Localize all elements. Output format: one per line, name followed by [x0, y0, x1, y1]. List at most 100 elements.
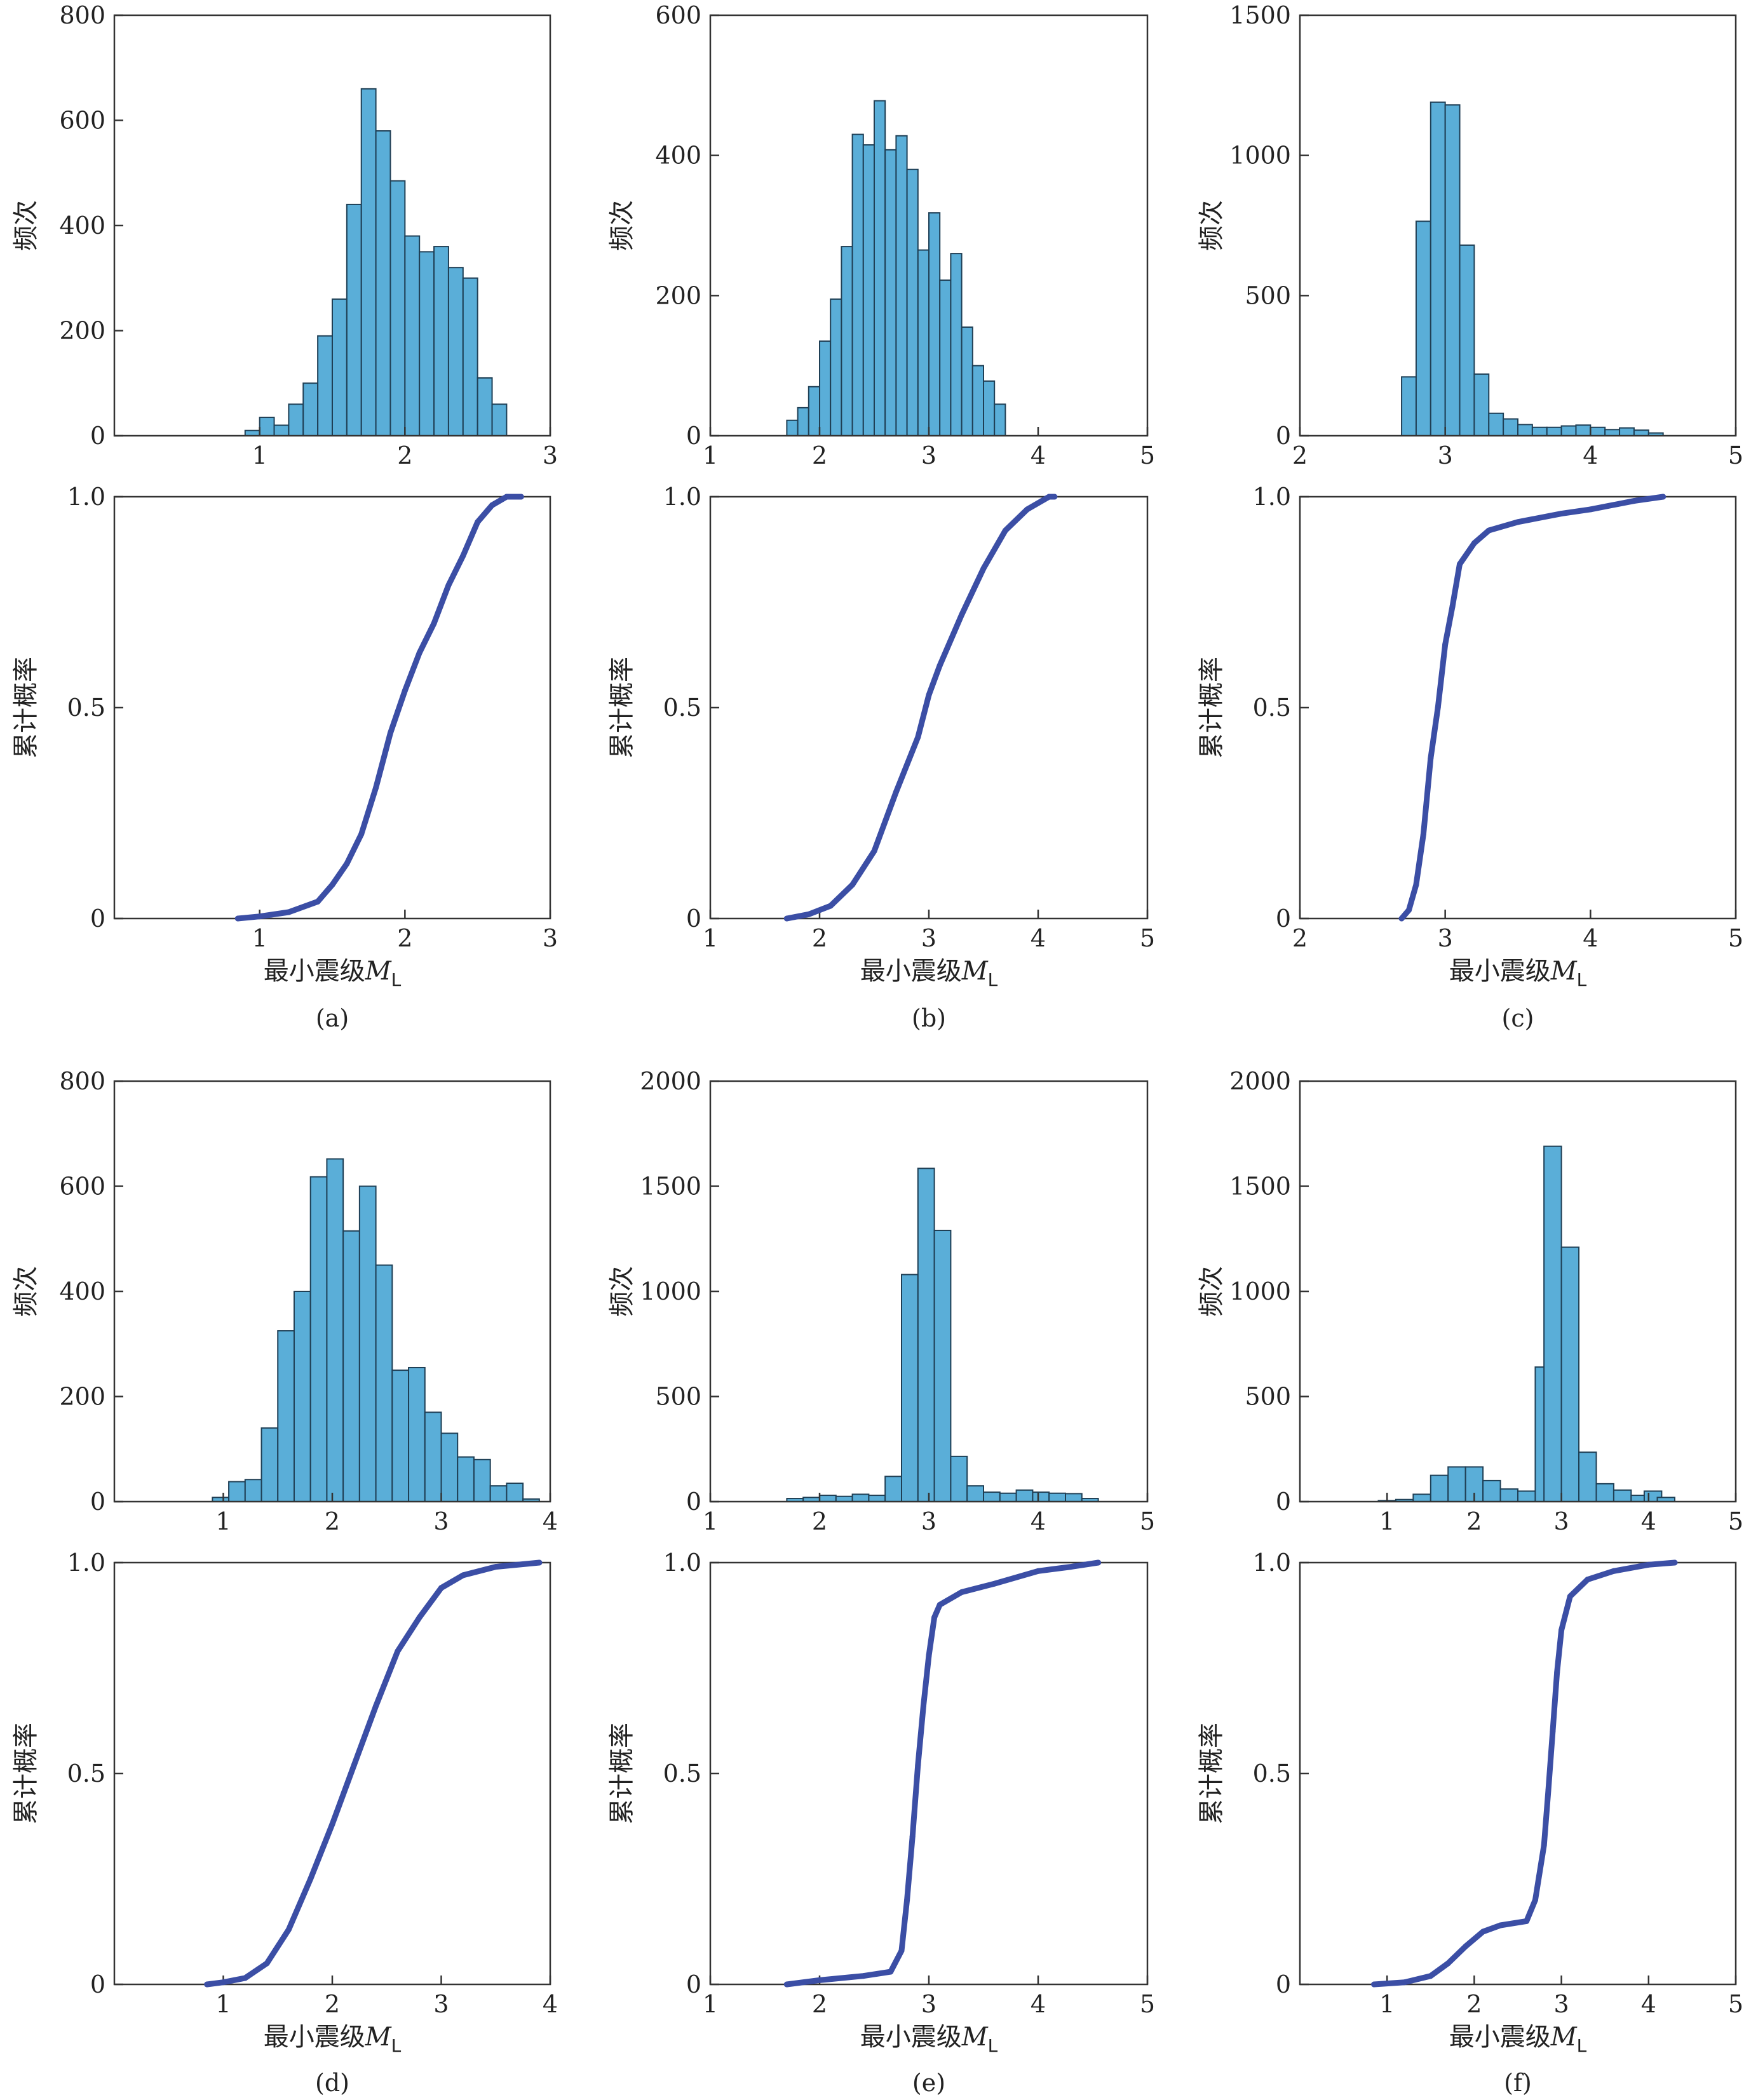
histogram-bar	[933, 1230, 952, 1502]
cdf-line	[783, 1559, 1102, 1988]
histogram-bar	[1048, 1492, 1066, 1503]
y-tick-label: 0	[90, 1488, 105, 1516]
histogram-bar	[457, 1456, 475, 1503]
histogram-bar	[983, 380, 996, 436]
cdf-point	[358, 831, 365, 837]
histogram-y-axis-label: 频次	[607, 1266, 637, 1317]
histogram-bar	[961, 326, 973, 436]
histogram-bar	[901, 1274, 919, 1503]
histogram-bar	[994, 403, 1006, 436]
cdf-point	[904, 1897, 910, 1903]
y-tick-label: 0	[686, 905, 701, 932]
cdf-point	[1558, 1627, 1565, 1633]
histogram-bar	[277, 1330, 295, 1502]
cdf-point	[1587, 506, 1593, 513]
cdf-point	[893, 789, 899, 795]
cdf-point	[329, 882, 335, 888]
histogram-bar	[1401, 376, 1417, 437]
cdf-frame	[709, 1561, 1149, 1986]
x-tick-label: 2	[812, 924, 827, 952]
histogram-bar	[1517, 424, 1533, 437]
x-axis-title-text: 最小震级	[860, 957, 962, 986]
histogram-bar	[1482, 1479, 1501, 1502]
histogram-bar	[440, 1432, 459, 1503]
x-tick-label: 2	[397, 924, 412, 952]
panel-f: 0 500 1000 1500 2000 1 2 3 4 5 频次 0 0.5 1.0 1 2 3 4 5 累计概率最…	[1197, 1067, 1743, 2097]
x-tick-label: 5	[1728, 1507, 1743, 1535]
cdf-point	[1035, 1568, 1041, 1574]
histogram-bar	[1430, 101, 1446, 436]
y-tick-label: 0	[90, 905, 105, 932]
x-tick-label: 2	[812, 441, 827, 469]
cdf-point	[1524, 1918, 1530, 1924]
cdf-point	[373, 1703, 379, 1709]
histogram-bar	[841, 246, 853, 436]
histogram: 0 500 1000 1500 2 3 4 5 频次	[1197, 1, 1743, 469]
y-tick-label: 0	[1276, 422, 1291, 450]
x-tick-label: 3	[1438, 924, 1453, 952]
cdf-point	[1371, 1981, 1377, 1988]
panel-caption: (f)	[1504, 2069, 1532, 2097]
x-axis-title-symbol: M	[365, 2023, 392, 2052]
y-tick-label: 0	[686, 1488, 701, 1516]
histogram-bar	[1444, 104, 1461, 436]
y-tick-label: 1500	[1229, 1, 1291, 29]
histogram-bar	[1488, 412, 1504, 437]
cdf-point	[242, 1975, 248, 1981]
x-tick-label: 4	[1031, 441, 1046, 469]
x-tick-label: 4	[1641, 1990, 1656, 2018]
x-tick-label: 2	[325, 1507, 340, 1535]
y-tick-label: 1000	[640, 1277, 701, 1305]
histogram-bar	[950, 253, 963, 436]
cdf-point	[871, 848, 877, 854]
histogram-bar	[895, 135, 908, 436]
y-tick-label: 0	[1276, 1970, 1291, 1998]
histogram-bar	[473, 1458, 491, 1503]
x-axis-title: 最小震级ML	[860, 957, 998, 990]
cdf-point	[489, 502, 496, 508]
histogram-bar	[332, 298, 348, 436]
cdf-point	[1457, 561, 1463, 567]
y-tick-label: 0.5	[1253, 694, 1291, 722]
histogram-bar	[862, 144, 875, 436]
cdf-point	[1046, 494, 1052, 500]
x-tick-label: 3	[921, 1990, 936, 2018]
cdf-point	[1480, 1928, 1486, 1935]
histogram-bar	[293, 1291, 311, 1502]
cdf-frame	[709, 495, 1149, 920]
histogram-bar	[506, 1483, 524, 1503]
histogram-bar	[391, 1370, 410, 1502]
histogram-bar	[326, 1158, 344, 1502]
cdf-point	[285, 1927, 292, 1933]
histogram-bar	[358, 1185, 377, 1502]
cdf-y-axis-label: 累计概率	[11, 1723, 41, 1824]
y-tick-label: 500	[655, 1383, 701, 1411]
x-axis-title: 最小震级ML	[860, 2023, 998, 2056]
x-tick-label: 1	[1379, 1990, 1395, 2018]
histogram-bar	[928, 212, 941, 436]
x-tick-label: 1	[703, 441, 718, 469]
x-tick-label: 2	[1292, 441, 1308, 469]
histogram-bar	[819, 340, 832, 436]
y-tick-label: 0.5	[1253, 1760, 1291, 1787]
x-axis-title-text: 最小震级	[1449, 2023, 1551, 2052]
histogram-bar	[408, 1366, 426, 1503]
cdf-point	[308, 1876, 314, 1882]
histogram-bar	[433, 246, 449, 436]
cdf-point	[1497, 1922, 1504, 1928]
cdf-point	[827, 903, 834, 909]
cdf-point	[1541, 1842, 1547, 1848]
cdf-y-axis-label: 累计概率	[1197, 1723, 1226, 1824]
histogram-y-axis-label: 频次	[1197, 1266, 1226, 1317]
x-tick-label: 5	[1728, 924, 1743, 952]
histogram-y-axis-label: 频次	[1197, 200, 1226, 251]
histogram-bar	[1560, 425, 1577, 437]
histogram-bar	[797, 407, 809, 436]
x-tick-label: 5	[1728, 1990, 1743, 2018]
cdf-point	[915, 1762, 921, 1768]
histogram-bar	[851, 133, 864, 436]
y-tick-label: 500	[1245, 1383, 1291, 1411]
histogram-bar	[1065, 1493, 1083, 1503]
histogram-bar	[309, 1176, 328, 1502]
